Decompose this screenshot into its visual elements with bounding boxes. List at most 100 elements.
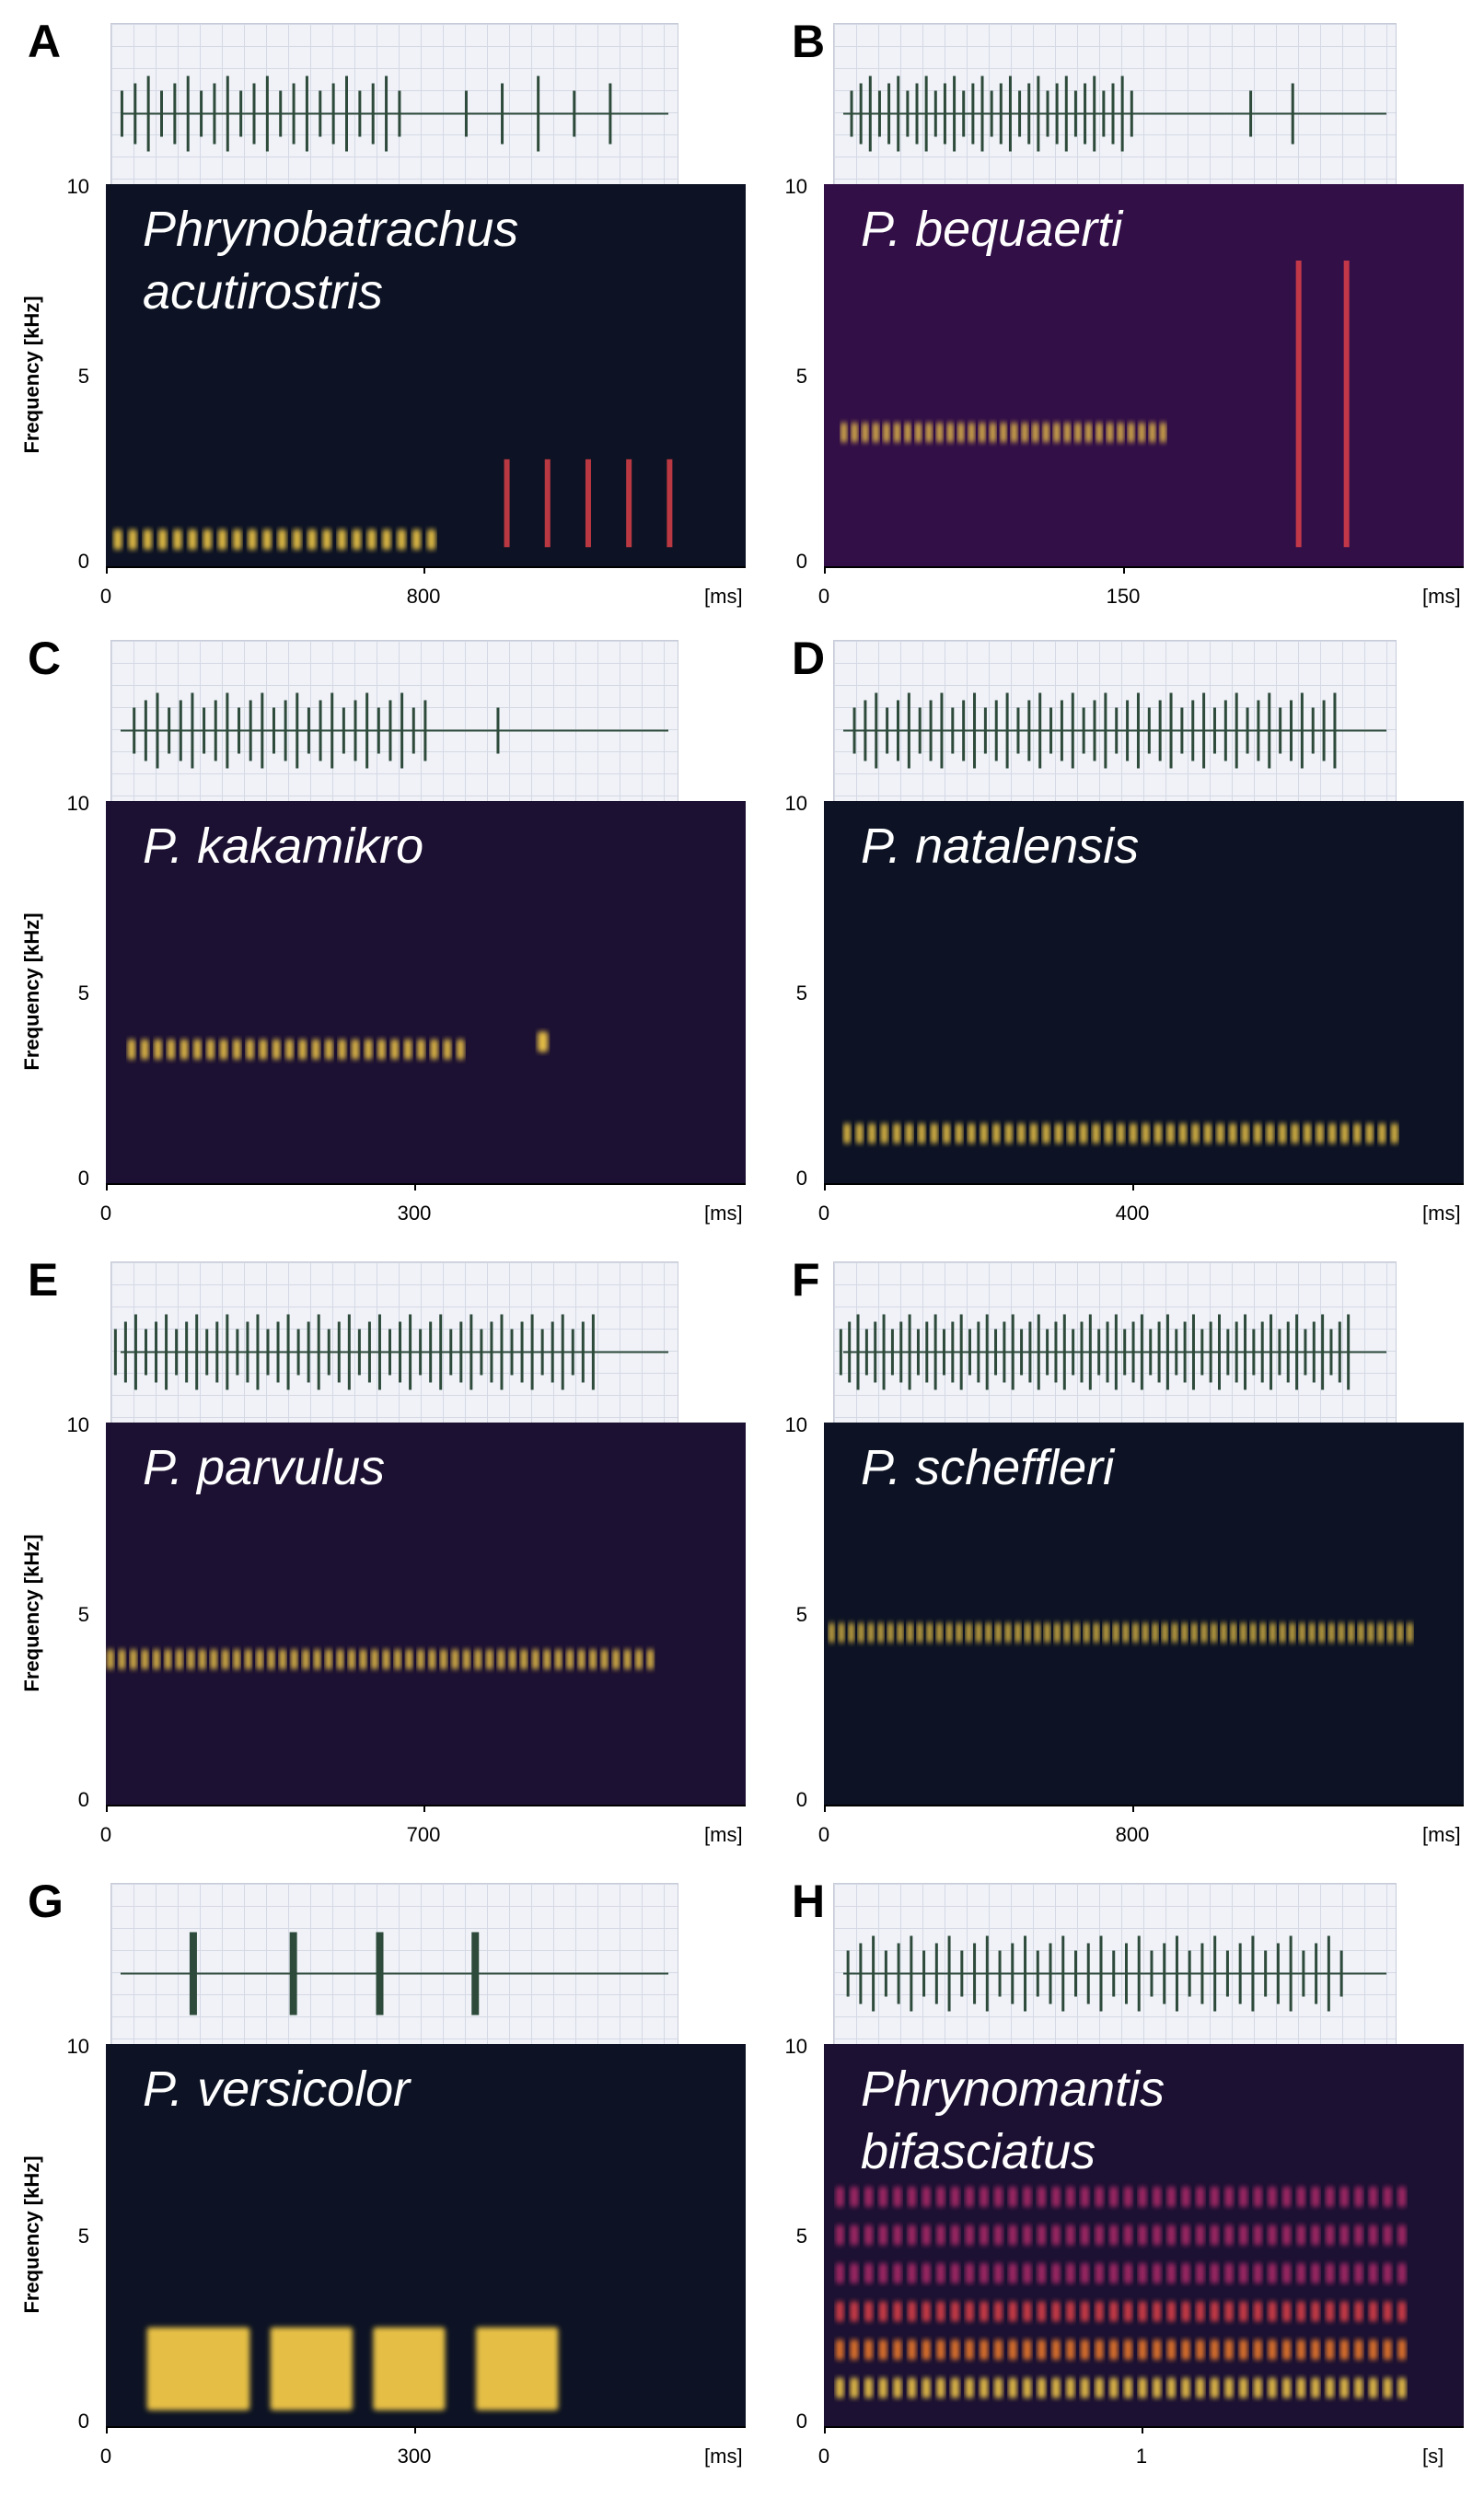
note-mark: [922, 2187, 931, 2207]
note-mark: [1095, 2377, 1104, 2399]
note-mark: [1354, 2263, 1363, 2283]
note-mark: [992, 1123, 1001, 1144]
note-mark: [908, 2187, 916, 2207]
note-mark: [1354, 2301, 1363, 2322]
x-unit-label: [s]: [1422, 2445, 1444, 2468]
note-mark: [486, 1649, 493, 1670]
note-mark: [1138, 2301, 1147, 2322]
note-mark: [1066, 2377, 1075, 2399]
note-mark: [965, 2377, 974, 2399]
panel-h: H Phrynomantis bifasciatus 10 5 0 0 1 [s]: [718, 1860, 1464, 2477]
note-mark: [1196, 2340, 1204, 2360]
waveform-box: [833, 1261, 1397, 1424]
note-mark: [1044, 1622, 1050, 1644]
note-mark: [980, 2224, 989, 2246]
note-mark: [1038, 2301, 1046, 2322]
note-mark: [578, 1649, 585, 1670]
note-mark: [1339, 2263, 1349, 2283]
note-mark: [635, 1649, 643, 1670]
note-mark: [153, 1649, 160, 1670]
note-mark: [285, 1039, 294, 1060]
note-mark: [1051, 2377, 1061, 2399]
x-tick-label: 300: [397, 1202, 432, 1225]
note-mark: [1211, 1622, 1217, 1644]
note-mark: [1092, 1123, 1100, 1144]
note-mark: [979, 422, 986, 443]
note-mark: [337, 1649, 343, 1670]
spectrogram-plot: [843, 1123, 1398, 1144]
x-axis-line: [824, 2426, 1464, 2428]
x-unit-label: [ms]: [704, 585, 743, 608]
note-mark: [1397, 1622, 1403, 1644]
note-mark: [1282, 2377, 1291, 2399]
note-mark: [1211, 2340, 1219, 2360]
note-mark: [1105, 1123, 1112, 1144]
note-mark: [404, 1039, 412, 1060]
note-mark: [835, 2301, 844, 2322]
note-mark: [1093, 1622, 1099, 1644]
note-mark: [1038, 2377, 1046, 2399]
note-mark: [1167, 2301, 1176, 2322]
x-axis-line: [106, 1183, 746, 1185]
note-mark: [1138, 2187, 1147, 2207]
note-mark: [180, 1039, 189, 1060]
y-tick-label: 5: [77, 1602, 89, 1626]
panel-letter: C: [28, 633, 62, 684]
note-mark: [158, 529, 168, 550]
note-mark: [1211, 2224, 1219, 2246]
note-mark: [1081, 2187, 1089, 2207]
note-mark: [1289, 1622, 1295, 1644]
note-mark: [1268, 2340, 1277, 2360]
waveform: [121, 692, 668, 769]
spectrogram: [824, 801, 1464, 1183]
note-mark: [601, 1649, 608, 1670]
note-mark: [1311, 2224, 1320, 2246]
waveform: [843, 76, 1386, 152]
note-mark: [1109, 2224, 1119, 2246]
note-mark: [835, 2263, 844, 2283]
note-mark: [538, 1031, 549, 1052]
y-tick-label: 0: [795, 2410, 807, 2433]
note-mark: [1181, 2377, 1190, 2399]
note-mark: [1254, 2377, 1262, 2399]
spectrogram-plot: [106, 801, 746, 1183]
note-mark: [1397, 2377, 1407, 2399]
note-mark: [1311, 2377, 1320, 2399]
note-mark: [1296, 2340, 1305, 2360]
x-tick-mark: [414, 1183, 416, 1191]
note-mark: [1211, 2263, 1219, 2283]
note-mark: [457, 1039, 465, 1060]
note-mark: [1339, 2301, 1349, 2322]
x-unit-label: [ms]: [1422, 585, 1461, 608]
note-mark: [210, 1649, 217, 1670]
y-tick-label: 0: [77, 1167, 89, 1190]
note-mark: [1124, 2187, 1132, 2207]
x-tick-mark: [1123, 566, 1125, 574]
note-mark: [667, 459, 673, 548]
note-mark: [1353, 1123, 1361, 1144]
note-mark: [893, 2301, 902, 2322]
note-mark: [1160, 422, 1166, 443]
waveform: [843, 692, 1386, 769]
note-mark: [1282, 2340, 1291, 2360]
note-mark: [893, 2377, 902, 2399]
note-mark: [509, 1649, 516, 1670]
spectrogram: [106, 801, 746, 1183]
spectrogram: [106, 1423, 746, 1805]
panel-letter: G: [28, 1876, 64, 1927]
panel-c: C P. kakamikro 10 5 0 Frequency [kHz] 0 300 [ms]: [0, 617, 746, 1234]
note-mark: [118, 1649, 125, 1670]
spectrogram-plot: [829, 1622, 1413, 1644]
x-tick-label: 800: [406, 585, 441, 608]
note-mark: [1191, 1123, 1200, 1144]
note-mark: [1397, 2263, 1407, 2283]
note-mark: [1109, 2301, 1119, 2322]
note-mark: [1348, 1622, 1354, 1644]
note-mark: [1153, 2263, 1162, 2283]
y-tick-label: 5: [77, 981, 89, 1005]
y-axis-label: Frequency [kHz]: [20, 1533, 43, 1692]
note-mark: [566, 1649, 574, 1670]
note-mark: [302, 1649, 309, 1670]
note-mark: [1239, 2377, 1247, 2399]
note-mark: [1080, 1123, 1087, 1144]
